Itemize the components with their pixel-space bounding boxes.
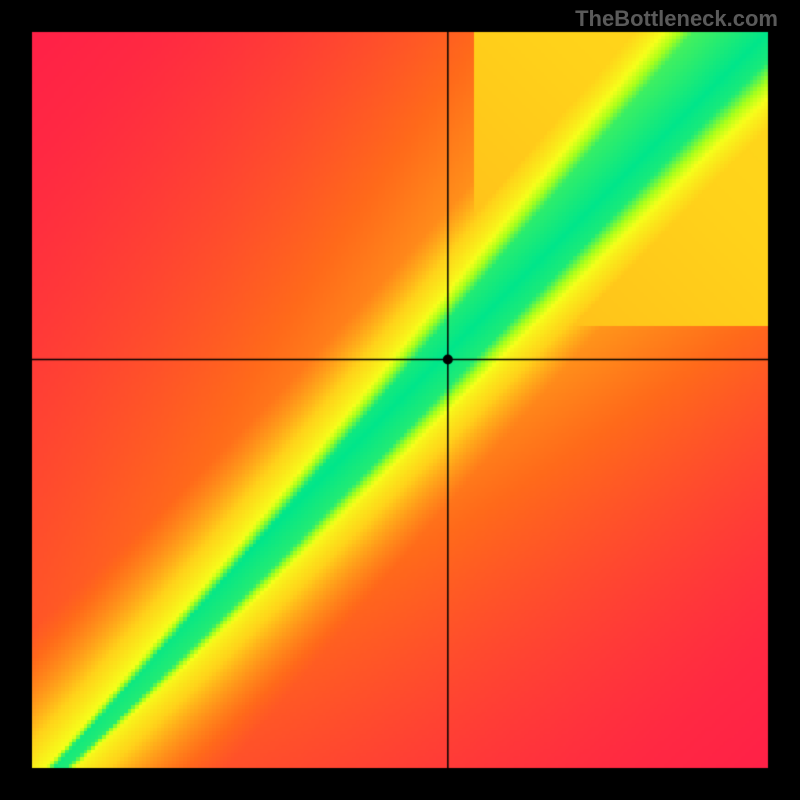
bottleneck-heatmap	[0, 0, 800, 800]
chart-container: TheBottleneck.com	[0, 0, 800, 800]
watermark-text: TheBottleneck.com	[575, 6, 778, 32]
